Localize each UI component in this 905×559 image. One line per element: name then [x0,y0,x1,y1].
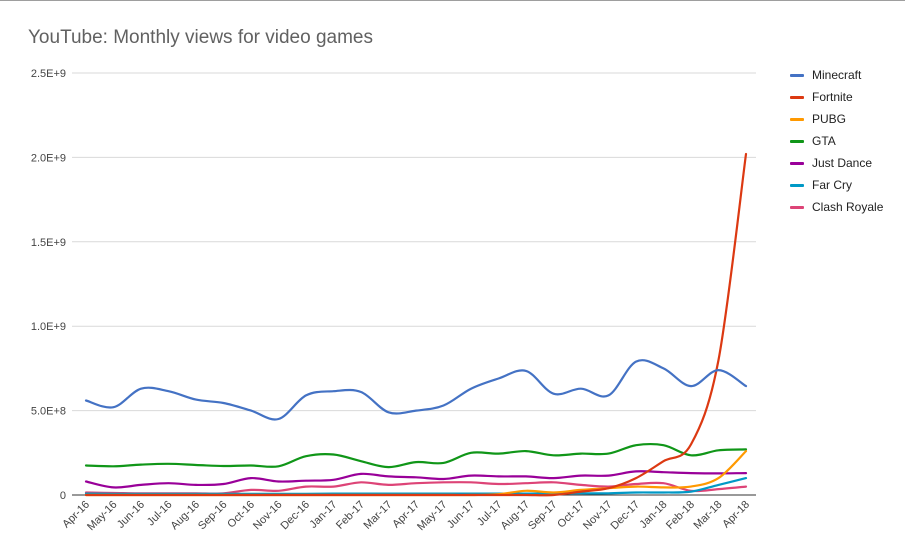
series-lines [84,152,748,497]
legend: Minecraft Fortnite PUBG GTA Just Dance Far Cr… [790,64,883,218]
x-tick-label: Mar-18 [691,499,724,532]
series-line-far-cry [84,477,748,495]
x-tick-label: May-17 [415,499,449,533]
legend-item-far-cry: Far Cry [790,174,883,196]
legend-swatch [790,205,804,209]
y-tick-label: 2.5E+9 [31,68,66,80]
y-tick-label: 1.0E+9 [31,321,66,333]
legend-swatch [790,73,804,77]
legend-label: Minecraft [812,68,862,82]
x-tick-label: Sep-16 [196,499,230,533]
series-line-gta [84,442,748,469]
x-tick-label: Jan-17 [307,499,339,531]
y-axis-ticks: 0 5.0E+8 1.0E+9 1.5E+9 2.0E+9 2.5E+9 [31,68,66,502]
y-tick-label: 1.5E+9 [31,237,66,249]
legend-item-just-dance: Just Dance [790,152,883,174]
y-tick-label: 0 [60,490,66,502]
x-tick-label: Jan-18 [637,499,669,531]
x-tick-label: Jun-16 [115,499,147,531]
y-tick-label: 5.0E+8 [31,406,66,418]
x-tick-label: May-16 [85,499,119,533]
legend-item-gta: GTA [790,130,883,152]
legend-label: Fortnite [812,90,853,104]
legend-label: Just Dance [812,156,873,170]
chart-title: YouTube: Monthly views for video games [28,27,373,48]
x-tick-label: Mar-17 [361,499,394,532]
legend-item-fortnite: Fortnite [790,86,883,108]
legend-swatch [790,117,804,121]
x-tick-label: Sep-17 [526,499,560,533]
legend-label: Clash Royale [812,200,884,214]
legend-item-minecraft: Minecraft [790,64,883,86]
x-tick-label: Dec-17 [609,499,643,533]
legend-label: GTA [812,134,836,148]
x-tick-label: Aug-17 [499,499,533,533]
legend-item-pubg: PUBG [790,108,883,130]
x-tick-label: Dec-16 [279,499,313,533]
y-tick-label: 2.0E+9 [31,152,66,164]
legend-swatch [790,139,804,143]
x-tick-label: Aug-16 [169,499,203,533]
x-tick-label: Nov-16 [251,499,285,533]
x-tick-label: Apr-18 [720,499,752,531]
x-tick-label: Feb-18 [664,499,697,532]
legend-item-clash-royale: Clash Royale [790,196,883,218]
legend-swatch [790,183,804,187]
legend-swatch [790,161,804,165]
legend-swatch [790,95,804,99]
x-tick-label: Jun-17 [445,499,477,531]
legend-label: Far Cry [812,178,852,192]
series-line-just-dance [84,470,748,489]
series-line-fortnite [84,152,748,497]
legend-label: PUBG [812,112,847,126]
x-axis-ticks: Apr-16May-16Jun-16Jul-16Aug-16Sep-16Oct-… [60,499,752,533]
grid-lines [72,72,756,496]
x-tick-label: Feb-17 [334,499,367,532]
series-line-minecraft [84,359,748,421]
x-tick-label: Nov-17 [581,499,615,533]
